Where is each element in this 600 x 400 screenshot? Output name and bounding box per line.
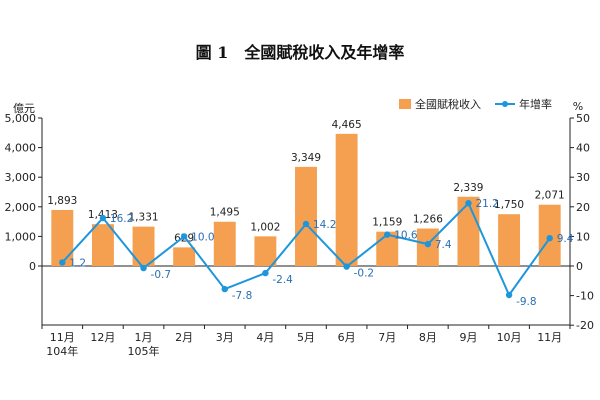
growth-value-label: -9.8	[516, 296, 537, 308]
x-tick-label: 10月	[497, 331, 522, 344]
x-tick-label: 1月	[135, 331, 153, 344]
left-tick-label: 0	[29, 260, 36, 273]
bar-value-label: 3,349	[291, 152, 321, 164]
bar-value-label: 1,002	[250, 221, 280, 233]
right-tick-label: 10	[576, 230, 590, 243]
bar-value-label: 1,750	[494, 199, 524, 211]
x-tick-label: 2月	[175, 331, 193, 344]
legend-marker-growth	[502, 101, 508, 107]
left-tick-label: 1,000	[5, 230, 37, 243]
legend: 全國賦稅收入 年增率	[399, 97, 552, 111]
x-tick-label: 11月	[50, 331, 75, 344]
bar-value-label: 4,465	[332, 119, 362, 131]
right-axis-unit: %	[573, 100, 583, 113]
x-tick-label: 8月	[419, 331, 437, 344]
x-tick-label: 6月	[338, 331, 356, 344]
right-tick-label: 40	[576, 142, 590, 155]
bar	[254, 236, 277, 266]
right-tick-label: 0	[576, 260, 583, 273]
bar	[335, 133, 358, 266]
bar	[376, 231, 399, 266]
bar	[173, 247, 196, 266]
growth-value-label: 9.4	[557, 233, 574, 245]
growth-value-label: -2.4	[272, 274, 293, 286]
x-tick-label: 3月	[216, 331, 234, 344]
left-tick-label: 5,000	[5, 112, 37, 125]
growth-value-label: 7.4	[435, 239, 452, 251]
bar-value-label: 1,495	[210, 207, 240, 219]
growth-value-label: -0.7	[151, 269, 172, 281]
bar-value-label: 2,071	[535, 190, 565, 202]
x-tick-label: 104年	[46, 344, 78, 358]
bar-value-label: 1,893	[47, 195, 77, 207]
growth-value-label: 10.6	[394, 230, 418, 242]
line-series	[59, 200, 553, 299]
growth-value-label: 10.0	[191, 231, 214, 243]
right-tick-label: -10	[576, 290, 594, 303]
x-tick-label: 5月	[297, 331, 315, 344]
x-tick-label: 9月	[459, 331, 477, 344]
line-data-labels: 1.2 16.2 -0.7 10.0 -7.8 -2.4 14.2 -0.2 10.6 7.4 21…	[69, 198, 573, 308]
growth-value-label: 21.2	[475, 198, 498, 210]
growth-value-label: -7.8	[232, 290, 253, 302]
x-tick-label: 105年	[128, 344, 160, 358]
legend-swatch-revenue	[399, 99, 411, 109]
right-tick-label: 50	[576, 112, 590, 125]
growth-point	[99, 214, 107, 222]
growth-value-label: 1.2	[69, 257, 86, 269]
growth-point	[140, 264, 147, 272]
growth-point	[180, 233, 188, 240]
growth-point	[546, 234, 553, 242]
left-tick-label: 3,000	[5, 171, 37, 184]
bar	[213, 221, 236, 266]
growth-point	[424, 240, 432, 248]
bar	[295, 166, 317, 266]
left-tick-label: 4,000	[5, 142, 37, 155]
growth-point	[384, 231, 391, 238]
bar	[91, 224, 114, 266]
left-axis-unit: 億元	[13, 102, 35, 115]
legend-label-revenue: 全國賦稅收入	[415, 97, 481, 111]
bar-series	[51, 133, 561, 266]
growth-point	[221, 285, 228, 293]
right-tick-label: 30	[576, 171, 590, 184]
x-tick-label: 12月	[90, 331, 115, 344]
x-tick-label: 4月	[256, 331, 274, 344]
growth-point	[302, 220, 310, 228]
growth-value-label: 16.2	[110, 213, 133, 225]
growth-value-label: 14.2	[313, 219, 336, 231]
bar-value-label: 1,159	[372, 217, 402, 229]
bar	[498, 214, 521, 266]
chart-title: 圖 1 全國賦稅收入及年增率	[196, 43, 405, 62]
right-tick-label: 20	[576, 201, 590, 214]
growth-point	[59, 259, 66, 266]
growth-point	[262, 269, 269, 277]
growth-point	[505, 291, 513, 299]
left-tick-label: 2,000	[5, 201, 37, 214]
x-tick-label: 11月	[537, 331, 562, 344]
bar-value-label: 1,266	[413, 214, 443, 226]
growth-value-label: -0.2	[354, 268, 375, 280]
growth-point	[343, 263, 350, 270]
bar	[132, 226, 155, 266]
growth-point	[465, 200, 472, 207]
x-tick-label: 7月	[378, 331, 396, 344]
bar-value-label: 2,339	[453, 182, 483, 194]
bar	[51, 209, 74, 266]
bar-value-label: 1,331	[129, 212, 159, 224]
legend-label-growth: 年增率	[519, 97, 552, 111]
right-tick-label: -20	[576, 319, 594, 332]
